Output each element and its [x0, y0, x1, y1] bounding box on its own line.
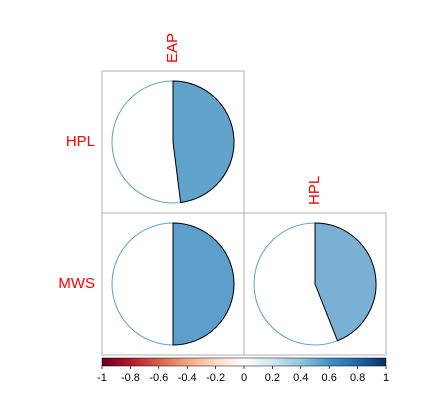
- row-label: MWS: [58, 275, 95, 292]
- colorbar: [101, 357, 387, 367]
- colorbar-tick-label: 0.2: [265, 372, 280, 384]
- cell: [243, 212, 387, 356]
- row-label: HPL: [66, 133, 95, 150]
- pie-wedge: [314, 222, 377, 342]
- colorbar-tick-label: 1: [383, 372, 389, 384]
- colorbar-tick-label: 0.4: [293, 372, 308, 384]
- colorbar-tick-label: -0.6: [149, 372, 168, 384]
- column-label: EAP: [164, 33, 181, 63]
- colorbar-tick-label: 0: [241, 372, 247, 384]
- colorbar-tick-label: -0.2: [206, 372, 225, 384]
- pie-wedge: [172, 80, 235, 204]
- pie-wedge: [172, 222, 235, 346]
- colorbar-tick-label: -0.4: [178, 372, 197, 384]
- colorbar-tick-label: -0.8: [121, 372, 140, 384]
- colorbar-tick-label: 0.6: [322, 372, 337, 384]
- colorbar-tick-label: -1: [97, 372, 107, 384]
- colorbar-tick-label: 0.8: [350, 372, 365, 384]
- column-label: HPL: [306, 176, 323, 205]
